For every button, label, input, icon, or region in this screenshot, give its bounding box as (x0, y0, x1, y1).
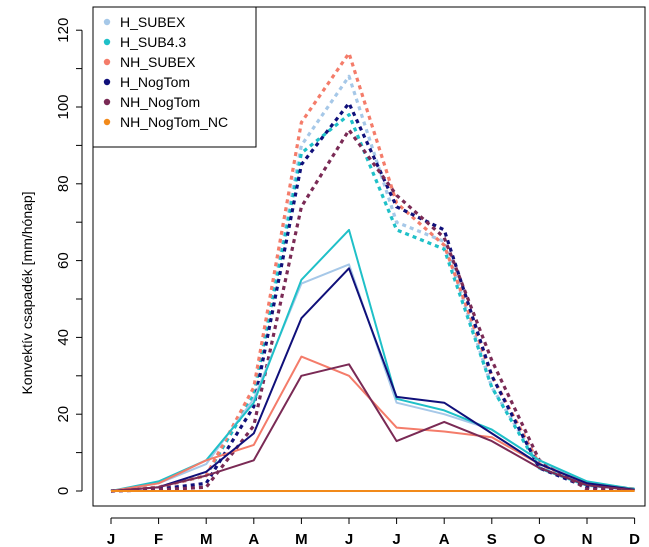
legend-box (92, 6, 257, 148)
series-line (110, 267, 635, 492)
series-line-dotted (110, 101, 635, 493)
series-layer (110, 51, 635, 493)
legend: H_SUBEX H_SUB4.3 NH_SUBEX H_NogTom NH_NogTom… (92, 6, 257, 148)
x-tick-label: A (439, 531, 450, 547)
legend-label: NH_SUBEX (120, 54, 196, 70)
y-tick-label: 60 (55, 252, 72, 269)
series-line (110, 228, 635, 492)
x-tick-label: D (629, 531, 640, 547)
y-axis: 0 20 40 60 80 100 120 (55, 18, 83, 495)
legend-label: H_SUBEX (120, 14, 186, 30)
y-tick-label: 40 (55, 329, 72, 346)
x-tick-label: M (295, 531, 308, 547)
legend-marker (103, 18, 111, 26)
x-tick-label: O (534, 531, 546, 547)
series-line (110, 263, 635, 492)
legend-marker (103, 78, 111, 86)
x-tick-label: S (487, 531, 497, 547)
y-tick-label: 20 (55, 406, 72, 423)
series-line (110, 363, 635, 492)
x-tick-label: J (345, 531, 353, 547)
y-tick-label: 80 (55, 175, 72, 192)
legend-label: H_NogTom (120, 74, 190, 90)
legend-marker (103, 98, 111, 106)
x-tick-label: A (248, 531, 259, 547)
legend-marker (103, 58, 111, 66)
y-tick-label: 120 (55, 18, 72, 43)
x-tick-label: J (107, 531, 115, 547)
legend-marker (103, 38, 111, 46)
y-tick-label: 0 (55, 487, 72, 495)
legend-label: NH_NogTom_NC (120, 114, 228, 130)
y-axis-title: Konvektív csapadék [mm/hónap] (19, 191, 35, 394)
legend-label: NH_NogTom (120, 94, 200, 110)
legend-label: H_SUB4.3 (120, 34, 186, 50)
x-tick-label: M (200, 531, 213, 547)
plot-frame (92, 6, 646, 507)
x-tick-label: N (582, 531, 593, 547)
x-tick-label: J (392, 531, 400, 547)
legend-marker (103, 118, 111, 126)
x-tick-label: F (154, 531, 163, 547)
plot-area (92, 6, 646, 507)
y-tick-label: 100 (55, 94, 72, 119)
series-line-dotted (110, 113, 635, 493)
series-line-dotted (110, 128, 635, 493)
